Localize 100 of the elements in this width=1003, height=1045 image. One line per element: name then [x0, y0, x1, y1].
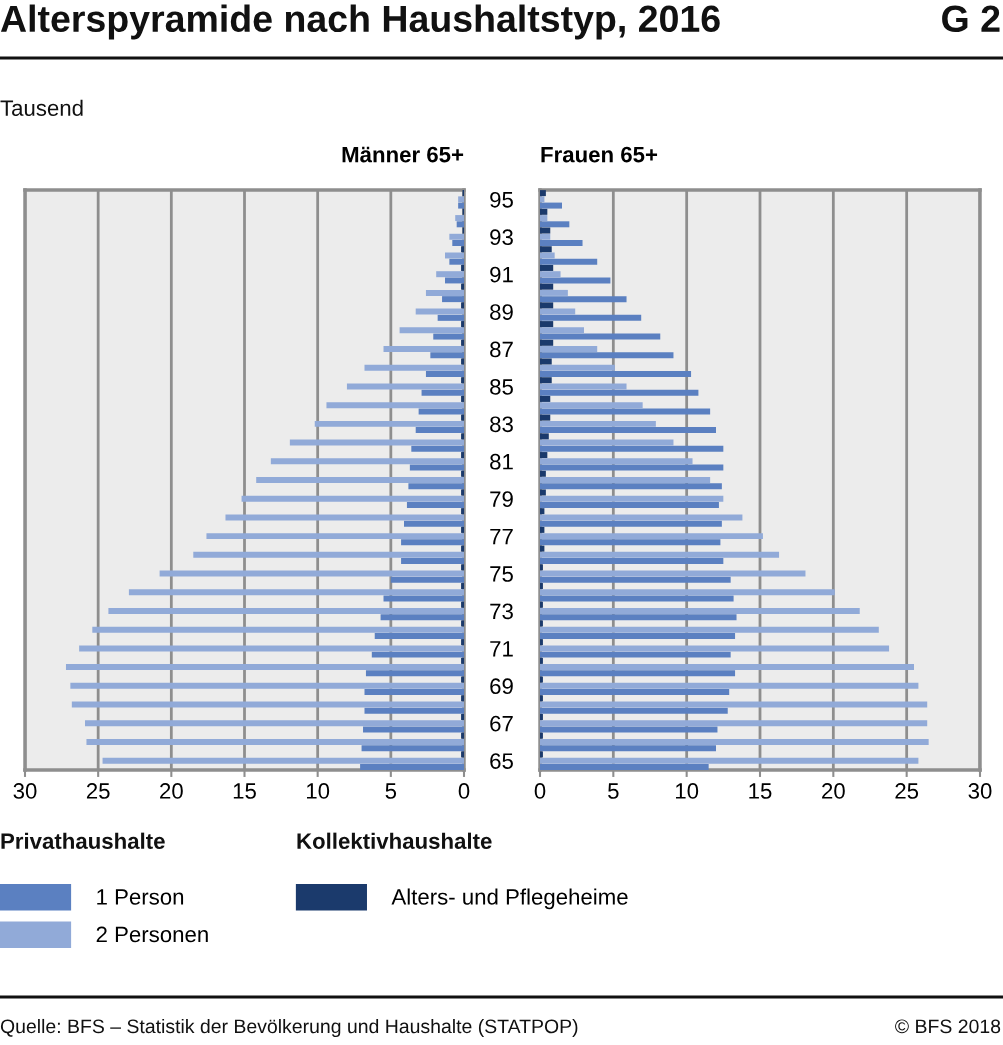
bar [461, 470, 464, 477]
bar [418, 408, 464, 415]
y-tick-label: 67 [490, 715, 513, 732]
bar [540, 352, 674, 359]
x-tick-label: 10 [676, 783, 699, 799]
bar [540, 258, 598, 265]
bar [540, 501, 719, 508]
bar [461, 246, 464, 253]
bar [540, 464, 724, 471]
bar [540, 645, 890, 652]
bar [540, 289, 568, 296]
bar [85, 720, 464, 727]
chart-title: Frauen 65+ [541, 146, 658, 163]
text: Kollektivhaushalte [297, 832, 492, 849]
bar [365, 670, 464, 677]
bar [540, 208, 548, 215]
bar [540, 445, 724, 452]
bar [364, 689, 464, 696]
bar [437, 314, 464, 321]
y-tick-label: 69 [490, 678, 513, 695]
bar [71, 701, 464, 708]
bar [540, 607, 860, 614]
bar [225, 514, 464, 521]
bar [540, 433, 549, 440]
bar [540, 402, 643, 409]
y-tick-label: 83 [490, 416, 513, 433]
bar [540, 221, 570, 228]
x-tick-label: 30 [968, 783, 992, 799]
bar [540, 720, 928, 727]
bar [411, 445, 464, 452]
x-tick-label: 20 [822, 783, 845, 799]
bar [540, 558, 724, 565]
bar [540, 614, 737, 621]
bar [461, 695, 464, 702]
bar [540, 308, 576, 315]
bar [540, 751, 543, 758]
bar [461, 264, 464, 271]
bar [461, 452, 464, 459]
y-tick-label: 77 [490, 528, 513, 545]
bar [540, 439, 674, 446]
bar [540, 227, 551, 234]
bar [540, 545, 545, 552]
bar [540, 215, 548, 222]
bar [540, 321, 554, 328]
bar [461, 545, 464, 552]
chart-title: Männer 65+ [342, 146, 464, 163]
bar [159, 570, 464, 577]
bar [540, 639, 543, 646]
bar [540, 483, 722, 490]
text: G 2 [942, 5, 1000, 33]
bar [449, 258, 464, 265]
bar [461, 321, 464, 328]
bar [540, 296, 627, 303]
bar [540, 695, 543, 702]
bar [108, 607, 464, 614]
x-tick-label: 10 [307, 783, 330, 799]
bar [461, 395, 464, 402]
bar [406, 501, 464, 508]
bar [540, 726, 718, 733]
y-tick-label: 93 [490, 229, 513, 246]
bar [401, 539, 464, 546]
bar [206, 533, 464, 540]
bar [461, 489, 464, 496]
bar [540, 196, 545, 203]
bar [65, 664, 464, 671]
y-tick-label: 95 [490, 191, 513, 208]
bar [289, 439, 464, 446]
bar [540, 732, 543, 739]
bar [430, 352, 464, 359]
bar [92, 626, 464, 633]
bar [540, 190, 546, 197]
bar [383, 346, 464, 353]
bar [436, 271, 464, 278]
x-tick-label: 5 [385, 783, 397, 799]
bar [540, 601, 543, 608]
bar [540, 458, 693, 465]
bar [540, 383, 627, 390]
bar [360, 763, 464, 770]
bar [374, 632, 464, 639]
bar [540, 395, 551, 402]
x-tick-label: 20 [160, 783, 183, 799]
bar [390, 576, 464, 583]
bar [540, 514, 743, 521]
bar [409, 464, 464, 471]
bar [461, 283, 464, 290]
bar [461, 583, 464, 590]
bar [540, 714, 543, 720]
bar [425, 289, 464, 296]
bar [540, 246, 552, 253]
bar [540, 533, 763, 540]
bar [86, 738, 464, 745]
x-tick-label: 15 [233, 783, 256, 799]
bar [364, 364, 464, 371]
bar [401, 558, 464, 565]
text: Privathaushalte [1, 832, 165, 849]
bar [461, 433, 464, 440]
bar [458, 196, 464, 203]
bar [461, 620, 464, 627]
bar [128, 589, 464, 596]
bar [452, 240, 464, 246]
